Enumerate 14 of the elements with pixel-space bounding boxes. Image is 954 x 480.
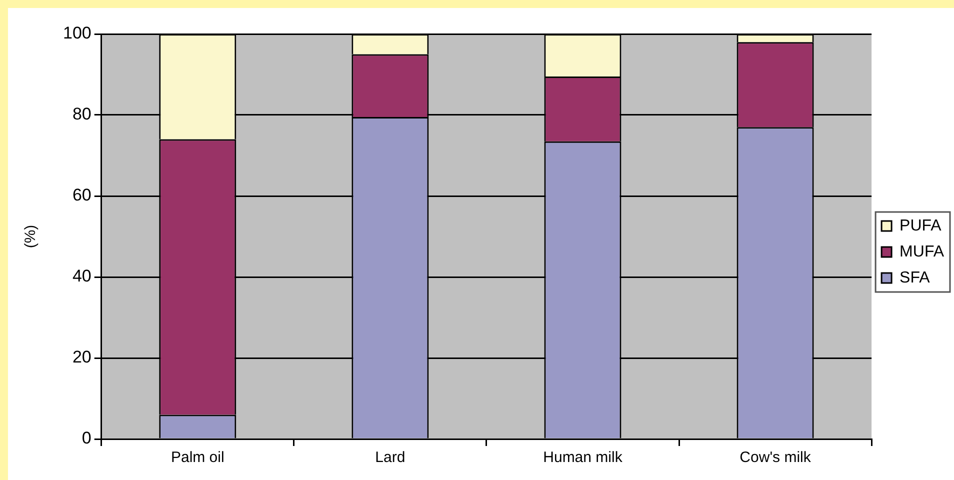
x-tick-label: Lard (375, 449, 406, 466)
legend-label: PUFA (900, 217, 942, 234)
legend-label: MUFA (900, 243, 944, 260)
y-tick-label: 0 (82, 428, 92, 448)
x-tick-label: Palm oil (170, 449, 224, 466)
y-tick-label: 80 (72, 104, 92, 124)
y-tick-label: 20 (72, 348, 92, 367)
x-tick-label: Human milk (543, 449, 623, 466)
y-tick-label: 40 (72, 266, 92, 286)
x-tick-label: Cow's milk (740, 449, 812, 466)
y-axis-title: (%) (22, 224, 40, 248)
y-tick-label: 100 (62, 24, 92, 43)
legend-label: SFA (900, 269, 930, 286)
y-tick-label: 60 (72, 186, 92, 205)
